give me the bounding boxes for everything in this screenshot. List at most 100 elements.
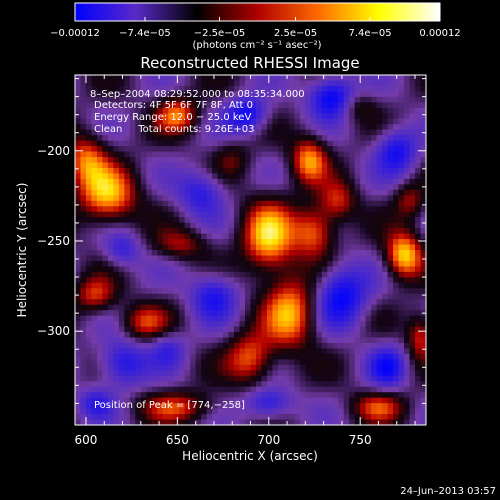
heatmap-cell <box>212 315 219 322</box>
heatmap-cell <box>113 184 120 191</box>
heatmap-cell <box>382 250 389 257</box>
heatmap-cell <box>179 189 186 196</box>
heatmap-cell <box>349 146 356 153</box>
heatmap-cell <box>168 304 175 311</box>
heatmap-cell <box>206 255 213 262</box>
heatmap-cell <box>228 408 235 415</box>
heatmap-cell <box>404 96 411 103</box>
heatmap-cell <box>365 370 372 377</box>
heatmap-cell <box>223 381 230 388</box>
heatmap-cell <box>343 337 350 344</box>
heatmap-cell <box>212 217 219 224</box>
heatmap-cell <box>250 228 257 235</box>
heatmap-cell <box>234 403 241 410</box>
heatmap-cell <box>190 359 197 366</box>
heatmap-cell <box>75 206 82 213</box>
heatmap-cell <box>228 392 235 399</box>
heatmap-cell <box>118 342 125 350</box>
heatmap-cell <box>338 178 345 185</box>
heatmap-cell <box>190 167 197 175</box>
heatmap-cell <box>310 244 317 251</box>
heatmap-cell <box>327 200 334 207</box>
heatmap-cell <box>223 255 230 262</box>
heatmap-cell <box>376 271 383 278</box>
heatmap-cell <box>376 102 383 109</box>
heatmap-cell <box>250 304 257 311</box>
heatmap-cell <box>277 189 284 196</box>
heatmap-cell <box>96 326 104 333</box>
heatmap-cell <box>261 85 268 93</box>
heatmap-cell <box>321 282 328 289</box>
heatmap-cell <box>277 315 284 322</box>
heatmap-cell <box>371 364 378 371</box>
heatmap-cell <box>398 315 405 322</box>
heatmap-cell <box>255 85 263 93</box>
heatmap-cell <box>338 91 345 98</box>
heatmap-cell <box>261 124 268 131</box>
heatmap-cell <box>277 332 284 339</box>
heatmap-cell <box>173 222 180 229</box>
heatmap-cell <box>179 277 186 284</box>
heatmap-cell <box>168 381 175 388</box>
heatmap-cell <box>398 173 405 180</box>
heatmap-cell <box>398 260 405 268</box>
heatmap-cell <box>349 96 356 103</box>
heatmap-cell <box>140 375 147 382</box>
heatmap-cell <box>162 80 169 87</box>
heatmap-cell <box>118 266 125 273</box>
heatmap-cell <box>310 206 317 213</box>
heatmap-cell <box>261 113 268 120</box>
heatmap-cell <box>266 222 274 229</box>
heatmap-cell <box>310 140 317 147</box>
heatmap-cell <box>387 293 394 300</box>
heatmap-cell <box>288 162 295 169</box>
heatmap-cell <box>75 217 82 224</box>
heatmap-cell <box>349 304 356 311</box>
heatmap-cell <box>85 364 93 371</box>
heatmap-cell <box>332 244 339 251</box>
heatmap-cell <box>184 397 191 404</box>
heatmap-cell <box>316 419 323 425</box>
heatmap-cell <box>217 326 224 333</box>
heatmap-cell <box>338 332 345 339</box>
heatmap-cell <box>140 140 147 147</box>
heatmap-cell <box>146 189 153 196</box>
heatmap-cell <box>140 85 147 93</box>
heatmap-cell <box>420 233 426 240</box>
heatmap-cell <box>96 282 104 289</box>
heatmap-cell <box>316 107 323 114</box>
heatmap-cell <box>338 113 345 120</box>
heatmap-cell <box>277 124 284 131</box>
heatmap-cell <box>305 359 312 366</box>
heatmap-cell <box>360 195 367 202</box>
heatmap-cell <box>316 162 323 169</box>
heatmap-cell <box>343 386 350 393</box>
heatmap-cell <box>96 157 104 164</box>
heatmap-cell <box>151 124 158 131</box>
heatmap-cell <box>190 200 197 207</box>
heatmap-cell <box>195 184 202 191</box>
heatmap-cell <box>228 359 235 366</box>
heatmap-cell <box>151 364 158 371</box>
heatmap-cell <box>316 233 323 240</box>
heatmap-cell <box>190 189 197 196</box>
heatmap-cell <box>360 211 367 218</box>
heatmap-cell <box>354 364 361 371</box>
heatmap-cell <box>190 375 197 382</box>
heatmap-cell <box>343 96 350 103</box>
heatmap-cell <box>404 408 411 415</box>
heatmap-cell <box>393 250 400 257</box>
heatmap-cell <box>255 206 263 213</box>
heatmap-cell <box>135 370 142 377</box>
heatmap-cell <box>387 359 394 366</box>
heatmap-cell <box>206 178 213 185</box>
heatmap-cell <box>212 266 219 273</box>
heatmap-cell <box>85 255 93 262</box>
heatmap-cell <box>223 326 230 333</box>
heatmap-cell <box>404 321 411 328</box>
heatmap-cell <box>129 96 136 103</box>
heatmap-cell <box>184 293 191 300</box>
heatmap-cell <box>195 419 202 425</box>
heatmap-cell <box>354 200 361 207</box>
heatmap-cell <box>75 75 82 82</box>
